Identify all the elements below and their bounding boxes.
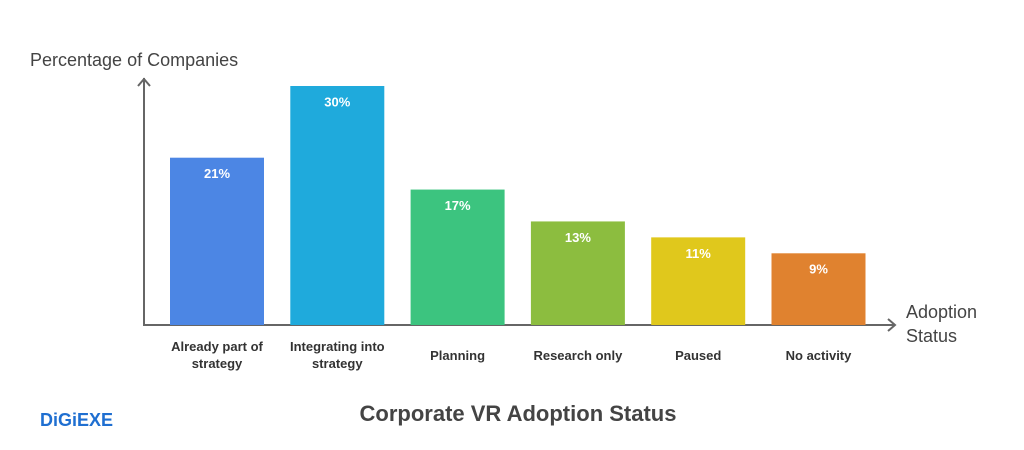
x-tick-label: Planning (430, 347, 486, 363)
x-tick-label: Integrating into strategy (289, 339, 385, 371)
value-label: 21% (204, 166, 230, 181)
x-arrow (887, 318, 897, 332)
x-axis-label: Adoption Status (906, 302, 977, 346)
x-tick-label: No activity (785, 347, 852, 363)
x-tick-label: Already part of strategy (171, 339, 263, 371)
chart-title: Corporate VR Adoption Status (360, 401, 677, 426)
value-label: 13% (565, 230, 591, 245)
bar (771, 253, 866, 325)
bar (410, 189, 505, 325)
value-label: 9% (809, 262, 828, 277)
x-tick-label: Research only (533, 347, 623, 363)
bar (530, 221, 625, 325)
logo: DiGiEXE (40, 410, 113, 430)
y-axis-label: Percentage of Companies (30, 50, 238, 70)
bar (290, 86, 385, 325)
y-arrow (137, 77, 151, 87)
value-label: 17% (445, 198, 471, 213)
bar (170, 157, 264, 325)
x-tick-label: Paused (675, 347, 722, 363)
value-label: 11% (686, 246, 712, 261)
value-label: 30% (324, 94, 350, 109)
bar (651, 237, 746, 325)
